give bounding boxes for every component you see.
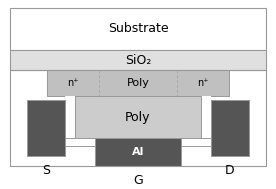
Bar (10, 50, 266, 70)
Text: D: D (225, 164, 235, 177)
Bar (201, 96, 211, 146)
Bar (10, 8, 266, 50)
Text: S: S (42, 164, 50, 177)
Bar (47, 70, 229, 96)
Bar (27, 100, 65, 156)
Bar (10, 70, 266, 166)
Text: Poly: Poly (127, 78, 149, 88)
Text: G: G (133, 174, 143, 187)
Text: n⁺: n⁺ (197, 78, 209, 88)
Bar (75, 96, 201, 138)
Bar (95, 138, 181, 166)
Bar (211, 100, 249, 156)
Text: Al: Al (132, 147, 144, 157)
Bar (65, 138, 211, 146)
Text: Poly: Poly (125, 111, 151, 123)
Text: SiO₂: SiO₂ (125, 53, 151, 67)
Bar (65, 96, 75, 146)
Text: n⁺: n⁺ (67, 78, 79, 88)
Text: Substrate: Substrate (108, 22, 168, 36)
